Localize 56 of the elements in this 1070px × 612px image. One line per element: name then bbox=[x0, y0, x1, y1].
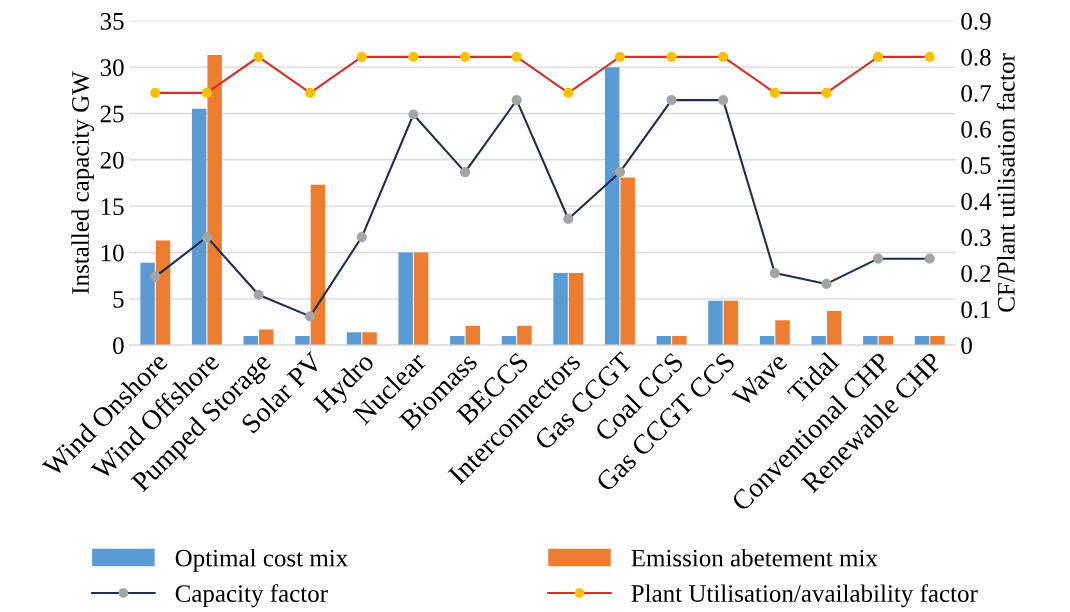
bar bbox=[826, 310, 842, 346]
bar bbox=[811, 335, 826, 346]
y2-tick-label: 0.4 bbox=[961, 193, 992, 211]
y2-tick-label: 0.9 bbox=[961, 12, 991, 30]
bar bbox=[723, 300, 739, 346]
bar bbox=[362, 332, 377, 346]
bar bbox=[914, 335, 930, 346]
bar bbox=[672, 335, 687, 346]
bar bbox=[346, 332, 362, 346]
bar bbox=[310, 184, 326, 346]
y2-tick-label: 0.2 bbox=[961, 265, 991, 283]
bar bbox=[775, 320, 790, 346]
bar bbox=[708, 300, 723, 346]
y-tick-label: 35 bbox=[100, 12, 124, 30]
bar bbox=[398, 252, 413, 346]
y-tick-label: 30 bbox=[100, 59, 124, 77]
bar bbox=[930, 335, 945, 346]
bar bbox=[878, 335, 894, 346]
legend-label: Plant Utilisation/availability factor bbox=[631, 584, 978, 608]
bar bbox=[568, 272, 584, 346]
y-axis-title: Installed capacity GW bbox=[71, 71, 95, 294]
y2-axis-title: CF/Plant utilisation factor bbox=[996, 53, 1015, 312]
y2-tick-label: 0.5 bbox=[961, 157, 991, 174]
legend-label: Emission abetement mix bbox=[631, 548, 878, 567]
legend-label: Optimal cost mix bbox=[175, 548, 348, 572]
bar bbox=[155, 240, 171, 346]
bar bbox=[620, 177, 635, 346]
y-tick-label: 25 bbox=[100, 105, 124, 123]
bar bbox=[604, 67, 620, 346]
y-tick-label: 0 bbox=[113, 337, 124, 355]
y2-tick-label: 0.6 bbox=[961, 120, 991, 138]
bar bbox=[863, 335, 878, 346]
y2-tick-label: 0.1 bbox=[961, 301, 991, 319]
y2-tick-label: 0.8 bbox=[961, 48, 991, 66]
bar bbox=[259, 329, 274, 346]
bar bbox=[759, 335, 775, 346]
bar bbox=[656, 335, 672, 346]
bar bbox=[465, 325, 481, 346]
legend-label: Capacity factor bbox=[175, 584, 328, 608]
bar bbox=[413, 252, 429, 346]
y2-tick-label: 0.7 bbox=[961, 84, 991, 102]
y-tick-label: 15 bbox=[101, 198, 124, 216]
y-tick-label: 20 bbox=[100, 151, 124, 169]
bar bbox=[517, 325, 532, 346]
y2-tick-label: 0 bbox=[961, 337, 972, 355]
bar bbox=[501, 335, 517, 346]
y2-tick-label: 0.3 bbox=[961, 229, 991, 247]
bar bbox=[295, 335, 310, 346]
bar bbox=[207, 55, 222, 346]
y-tick-label: 10 bbox=[101, 244, 124, 262]
bar bbox=[191, 108, 207, 346]
bar bbox=[243, 335, 259, 346]
bar bbox=[450, 335, 465, 346]
bar bbox=[140, 262, 155, 346]
bar bbox=[553, 272, 568, 346]
y-tick-label: 5 bbox=[113, 291, 124, 308]
